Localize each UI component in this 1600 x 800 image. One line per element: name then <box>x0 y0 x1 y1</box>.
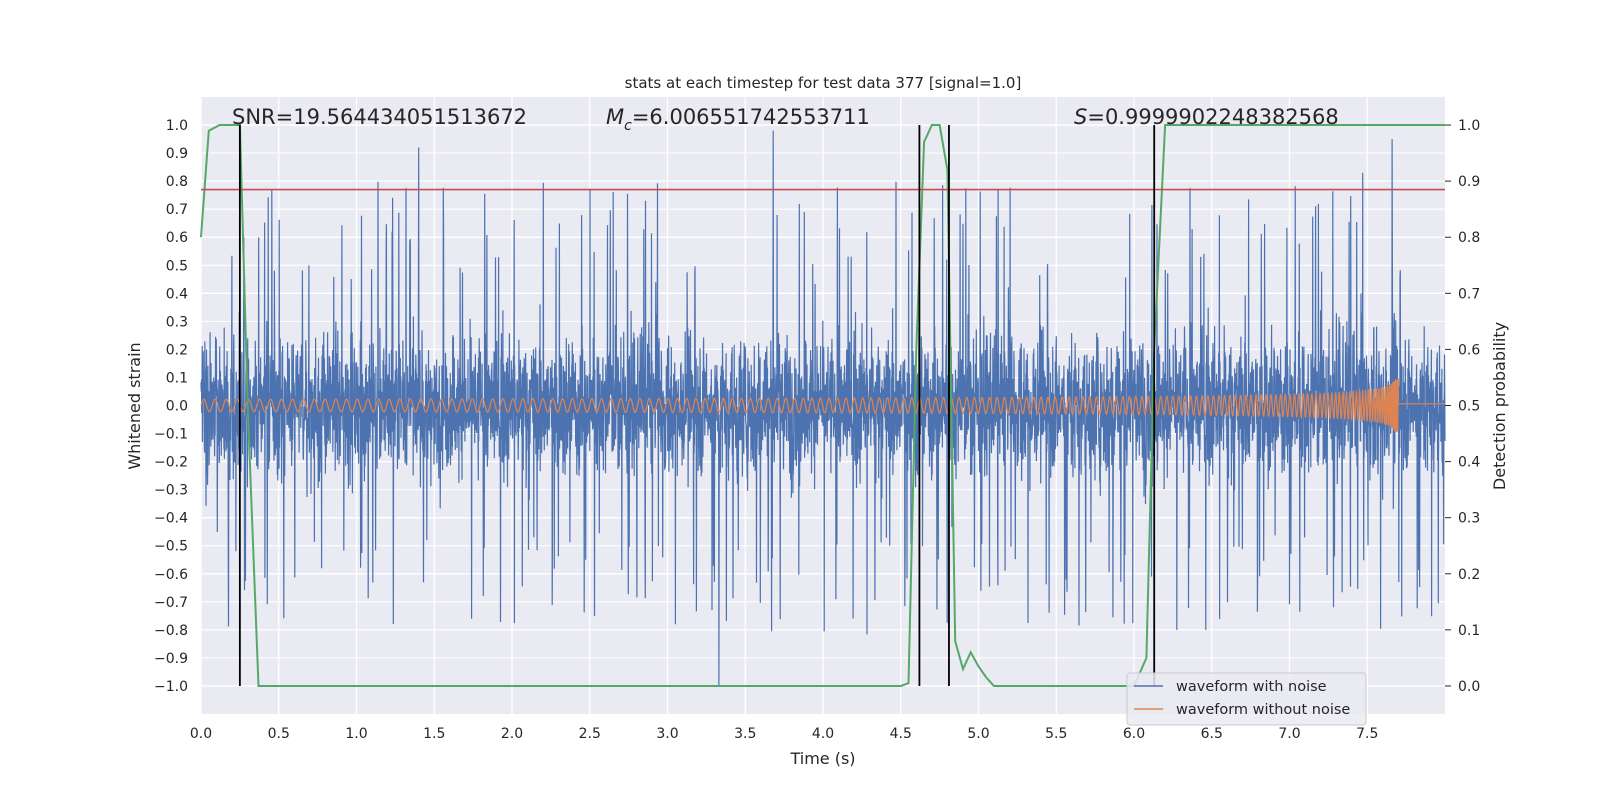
y-axis-label-left: Whitened strain <box>125 342 144 469</box>
chirp-mass-value: =6.006551742553711 <box>632 105 870 129</box>
y-tick-label-left: −0.7 <box>154 595 188 611</box>
chirp-mass-subscript: c <box>624 118 632 134</box>
y-tick-label-left: −0.8 <box>154 623 188 639</box>
y-tick-label-left: 0.6 <box>166 230 188 246</box>
x-tick-label: 1.0 <box>345 726 367 742</box>
x-tick-label: 1.5 <box>423 726 445 742</box>
y-tick-label-left: 0.1 <box>166 370 188 386</box>
y-tick-label-left: −0.6 <box>154 567 188 583</box>
y-tick-label-left: 0.8 <box>166 174 188 190</box>
x-tick-label: 7.0 <box>1278 726 1300 742</box>
x-tick-label: 2.0 <box>501 726 523 742</box>
axes: 0.0 0.5 1.0 1.5 2.0 2.5 3.0 3.5 4.0 4.5 5.0 5.5 6.0 6… <box>154 118 1480 742</box>
y-tick-label-left: −0.3 <box>154 483 188 499</box>
y-axis-label-right: Detection probability <box>1490 322 1509 490</box>
y-tick-label-left: 1.0 <box>166 118 188 134</box>
y-tick-label-left: 0.4 <box>166 286 188 302</box>
y-tick-label-left: −0.1 <box>154 427 188 443</box>
y-tick-label-right: 0.5 <box>1458 399 1480 415</box>
x-tick-label: 6.0 <box>1123 726 1145 742</box>
y-tick-label-left: −0.5 <box>154 539 188 555</box>
x-tick-label: 3.0 <box>656 726 678 742</box>
x-axis-label: Time (s) <box>789 749 855 768</box>
x-tick-label: 5.5 <box>1045 726 1067 742</box>
y-tick-label-right: 0.8 <box>1458 230 1480 246</box>
legend-label-noise: waveform with noise <box>1176 679 1327 695</box>
x-tick-label: 0.5 <box>268 726 290 742</box>
chirp-mass-annotation: Mc=6.006551742553711 <box>606 105 870 134</box>
score-symbol: S <box>1074 105 1087 129</box>
probability-line <box>200 124 1445 687</box>
y-tick-label-right: 0.4 <box>1458 455 1480 471</box>
y-tick-label-left: −0.2 <box>154 455 188 471</box>
snr-annotation: SNR=19.564434051513672 <box>232 105 527 129</box>
y-tick-label-left: −1.0 <box>154 679 188 695</box>
y-tick-label-right: 0.2 <box>1458 567 1480 583</box>
legend-box <box>1126 672 1367 726</box>
y-tick-label-left: 0.7 <box>166 202 188 218</box>
y-tick-label-left: 0.9 <box>166 146 188 162</box>
y-tick-label-right: 0.0 <box>1458 679 1480 695</box>
series-waveform-without-noise <box>200 378 1445 433</box>
series-waveform-with-noise <box>200 130 1446 687</box>
x-tick-label: 6.5 <box>1201 726 1223 742</box>
x-tick-label: 4.5 <box>890 726 912 742</box>
x-tick-label: 2.5 <box>579 726 601 742</box>
y-tick-label-left: 0.3 <box>166 314 188 330</box>
y-tick-label-right: 0.6 <box>1458 342 1480 358</box>
legend: waveform with noise waveform without noi… <box>1126 672 1367 726</box>
y-tick-label-left: 0.0 <box>166 399 188 415</box>
score-value: =0.9999902248382568 <box>1087 105 1338 129</box>
y-tick-label-left: 0.5 <box>166 258 188 274</box>
legend-label-clean: waveform without noise <box>1176 702 1350 718</box>
chirp-mass-symbol: M <box>606 105 624 129</box>
series-detection-probability <box>200 124 1445 687</box>
y-tick-label-right: 0.3 <box>1458 511 1480 527</box>
y-tick-label-right: 1.0 <box>1458 118 1480 134</box>
overlay <box>201 125 1445 686</box>
x-tick-label: 3.5 <box>734 726 756 742</box>
score-annotation: S=0.9999902248382568 <box>1074 105 1339 129</box>
clean-waveform-line <box>200 378 1445 433</box>
x-tick-label: 4.0 <box>812 726 834 742</box>
x-tick-label: 7.5 <box>1356 726 1378 742</box>
noise-waveform-line <box>200 130 1446 687</box>
x-tick-label: 5.0 <box>967 726 989 742</box>
x-tick-label: 0.0 <box>190 726 212 742</box>
y-tick-label-left: −0.9 <box>154 651 188 667</box>
y-tick-label-right: 0.7 <box>1458 286 1480 302</box>
y-tick-label-left: 0.2 <box>166 342 188 358</box>
y-tick-label-left: −0.4 <box>154 511 188 527</box>
chart-title: stats at each timestep for test data 377… <box>625 74 1022 92</box>
y-tick-label-right: 0.1 <box>1458 623 1480 639</box>
y-tick-label-right: 0.9 <box>1458 174 1480 190</box>
